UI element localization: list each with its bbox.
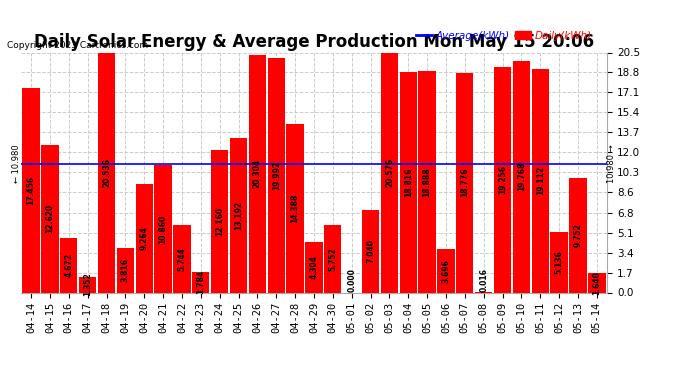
Text: 12.620: 12.620 (46, 204, 55, 233)
Text: Copyright 2023 Cartronics.com: Copyright 2023 Cartronics.com (7, 41, 148, 50)
Text: 3.816: 3.816 (121, 258, 130, 282)
Bar (135, 184, 153, 292)
Text: 1.784: 1.784 (196, 270, 206, 294)
Bar (305, 242, 323, 292)
Text: 18.776: 18.776 (460, 168, 469, 197)
Text: 1.640: 1.640 (592, 271, 601, 295)
Text: 3.696: 3.696 (442, 259, 451, 283)
Bar (192, 272, 210, 292)
Bar (362, 210, 380, 292)
Text: 20.304: 20.304 (253, 159, 262, 188)
Bar (173, 225, 190, 292)
Text: 19.112: 19.112 (535, 166, 544, 195)
Text: 5.752: 5.752 (328, 247, 337, 271)
Text: 5.744: 5.744 (177, 247, 186, 271)
Bar (41, 145, 59, 292)
Bar (117, 248, 134, 292)
Bar (569, 178, 586, 292)
Bar (155, 165, 172, 292)
Text: 20.536: 20.536 (102, 158, 111, 187)
Text: 5.136: 5.136 (555, 251, 564, 274)
Bar (268, 58, 285, 292)
Bar (22, 88, 40, 292)
Bar (551, 232, 568, 292)
Text: 10.980 →: 10.980 → (607, 145, 616, 183)
Bar (494, 67, 511, 292)
Text: 9.264: 9.264 (139, 226, 149, 250)
Bar (79, 277, 97, 292)
Text: 0.016: 0.016 (479, 268, 489, 292)
Text: 12.160: 12.160 (215, 207, 224, 236)
Text: 19.768: 19.768 (517, 162, 526, 192)
Text: 18.888: 18.888 (422, 167, 432, 197)
Text: 9.752: 9.752 (573, 224, 582, 248)
Text: 19.256: 19.256 (498, 165, 507, 194)
Bar (324, 225, 342, 292)
Bar (400, 72, 417, 292)
Text: 4.304: 4.304 (309, 255, 319, 279)
Text: 7.040: 7.040 (366, 239, 375, 263)
Text: 14.388: 14.388 (290, 194, 299, 223)
Bar (513, 61, 530, 292)
Title: Daily Solar Energy & Average Production Mon May 15 20:06: Daily Solar Energy & Average Production … (34, 33, 594, 51)
Bar (381, 52, 398, 292)
Text: 0.000: 0.000 (347, 268, 356, 292)
Bar (211, 150, 228, 292)
Text: 17.456: 17.456 (27, 176, 36, 205)
Text: 1.352: 1.352 (83, 273, 92, 297)
Text: 4.672: 4.672 (64, 253, 73, 277)
Bar (437, 249, 455, 292)
Bar (418, 71, 436, 292)
Bar (286, 124, 304, 292)
Legend: Average(kWh), Daily(kWh): Average(kWh), Daily(kWh) (412, 27, 596, 45)
Text: ← 10.980: ← 10.980 (12, 145, 21, 183)
Bar (230, 138, 247, 292)
Bar (456, 73, 473, 292)
Bar (98, 52, 115, 292)
Text: 18.816: 18.816 (404, 168, 413, 197)
Bar (60, 238, 77, 292)
Bar (588, 273, 606, 292)
Text: 13.192: 13.192 (234, 201, 243, 230)
Bar (248, 55, 266, 292)
Text: 20.576: 20.576 (385, 158, 394, 187)
Bar (531, 69, 549, 292)
Text: 10.860: 10.860 (159, 214, 168, 243)
Text: 19.992: 19.992 (272, 161, 281, 190)
